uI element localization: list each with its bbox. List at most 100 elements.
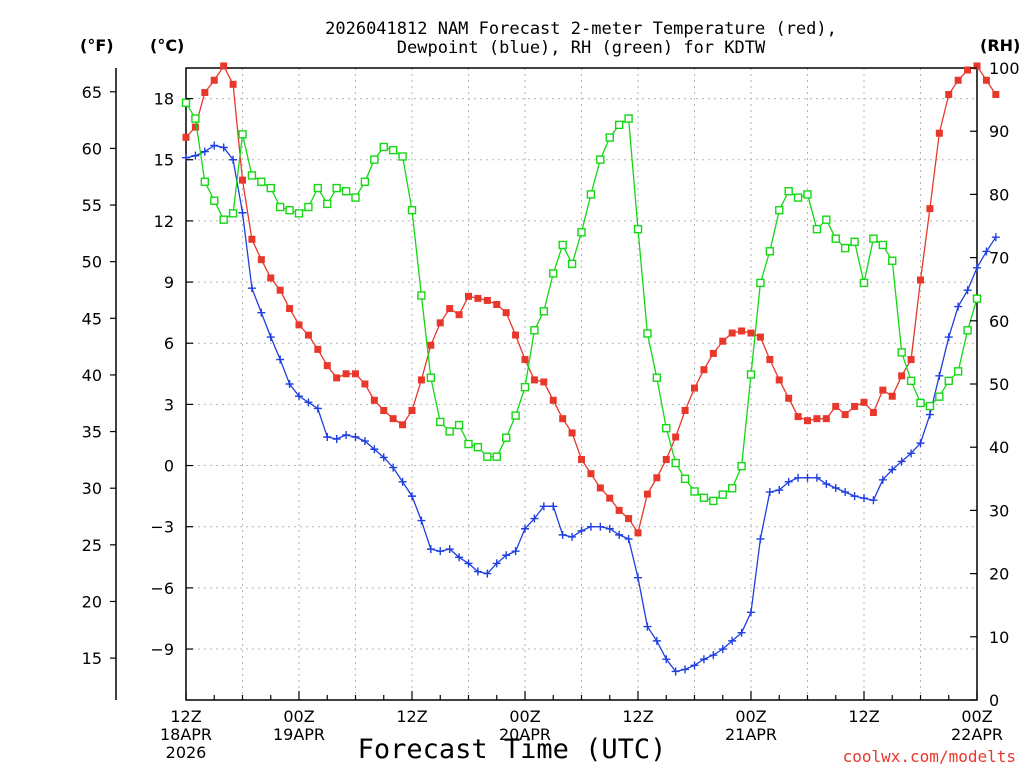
fahrenheit-tick-label: 60: [82, 139, 102, 158]
rh-tick-label: 90: [989, 122, 1009, 141]
dewpoint-point: [860, 494, 868, 503]
rh-tick-label: 80: [989, 185, 1009, 204]
dewpoint-point: [558, 530, 567, 539]
dewpoint-point: [709, 651, 718, 660]
dewpoint-point: [784, 477, 793, 486]
temperature-point: [493, 300, 501, 308]
temperature-point: [352, 370, 359, 378]
temperature-point: [860, 398, 868, 406]
rh-point: [878, 240, 888, 250]
temperature-point: [540, 378, 548, 386]
dewpoint-point: [483, 569, 492, 578]
plot-frame: [185, 67, 978, 701]
dewpoint-point: [182, 153, 190, 162]
dewpoint-point: [812, 473, 821, 482]
rh-point: [643, 329, 652, 338]
dewpoint-point: [869, 496, 878, 505]
dewpoint-point: [681, 665, 690, 674]
temperature-point: [964, 66, 972, 74]
dewpoint-point: [596, 522, 605, 531]
dewpoint-point: [539, 502, 548, 511]
temperature-point: [399, 421, 407, 429]
rh-point: [577, 228, 586, 237]
dewpoint-point: [756, 534, 765, 543]
temperature-point: [455, 311, 463, 319]
fahrenheit-tick-label: 25: [82, 536, 102, 555]
rh-point: [727, 484, 737, 493]
rh-point: [247, 171, 257, 180]
temperature-point: [361, 380, 369, 388]
rh-point: [972, 294, 982, 303]
temperature-point: [578, 455, 585, 463]
dewpoint-point: [973, 263, 981, 272]
dewpoint-point: [389, 463, 398, 472]
rh-point: [492, 452, 501, 461]
temperature-point: [954, 76, 962, 84]
temperature-point: [314, 345, 322, 353]
x-tick-label: 22APR: [951, 725, 1003, 744]
dewpoint-point: [586, 522, 595, 531]
dewpoint-point: [304, 398, 313, 407]
celsius-unit-label: (°C): [150, 36, 184, 55]
temperature-point: [973, 62, 981, 70]
dewpoint-point: [238, 208, 247, 217]
dewpoint-point: [426, 545, 435, 554]
celsius-tick-label: 0: [164, 457, 174, 476]
x-tick-label: 20APR: [499, 725, 551, 744]
dewpoint-point: [718, 645, 727, 654]
rh-point: [539, 307, 549, 316]
temperature-point: [446, 305, 454, 313]
rh-point: [596, 155, 605, 164]
temperature-point: [587, 470, 595, 478]
rh-point: [323, 199, 332, 209]
dewpoint-point: [210, 141, 219, 150]
temperature-point: [483, 296, 491, 304]
dewpoint-point: [577, 526, 586, 535]
rh-point: [859, 278, 869, 288]
dewpoint-point: [398, 477, 407, 486]
x-tick-label: 2026: [166, 743, 207, 762]
rh-point: [850, 237, 859, 247]
temperature-point: [596, 484, 604, 492]
temperature-point: [229, 80, 237, 88]
temperature-point: [662, 455, 670, 463]
grid-lines: [186, 68, 977, 700]
rh-tick-label: 30: [989, 501, 1009, 520]
rh-point: [275, 202, 285, 212]
dewpoint-point: [568, 532, 577, 541]
temperature-point: [323, 362, 331, 370]
rh-unit-label: (RH): [980, 36, 1020, 55]
dewpoint-point: [662, 655, 671, 664]
temperature-point: [220, 62, 228, 70]
temperature-point: [709, 349, 717, 357]
rh-point: [897, 348, 906, 357]
rh-point: [313, 183, 323, 193]
dewpoint-point: [323, 433, 332, 442]
rh-point: [436, 417, 445, 427]
rh-tick-label: 10: [989, 628, 1009, 647]
temperature-line: [185, 64, 997, 535]
dewpoint-point: [737, 628, 746, 637]
rh-point: [906, 376, 916, 386]
temperature-point: [672, 433, 680, 441]
temperature-point: [286, 305, 294, 313]
x-tick-label: 00Z: [283, 707, 314, 726]
dewpoint-point: [276, 355, 285, 364]
temperature-point: [182, 133, 190, 141]
temperature-point: [267, 274, 275, 282]
temperature-point: [907, 356, 915, 364]
rh-point: [709, 496, 718, 506]
rh-point: [944, 376, 953, 386]
rh-tick-label: 40: [989, 438, 1009, 457]
dewpoint-point: [624, 534, 633, 543]
temperature-point: [888, 392, 896, 400]
rh-point: [963, 326, 972, 335]
rh-point: [793, 193, 803, 202]
rh-point: [803, 190, 812, 199]
rh-point: [473, 443, 483, 452]
temperature-point: [992, 91, 1000, 99]
temperature-point: [239, 176, 246, 184]
temperature-point: [389, 415, 397, 423]
temperature-point: [342, 370, 350, 378]
dewpoint-point: [229, 155, 238, 164]
